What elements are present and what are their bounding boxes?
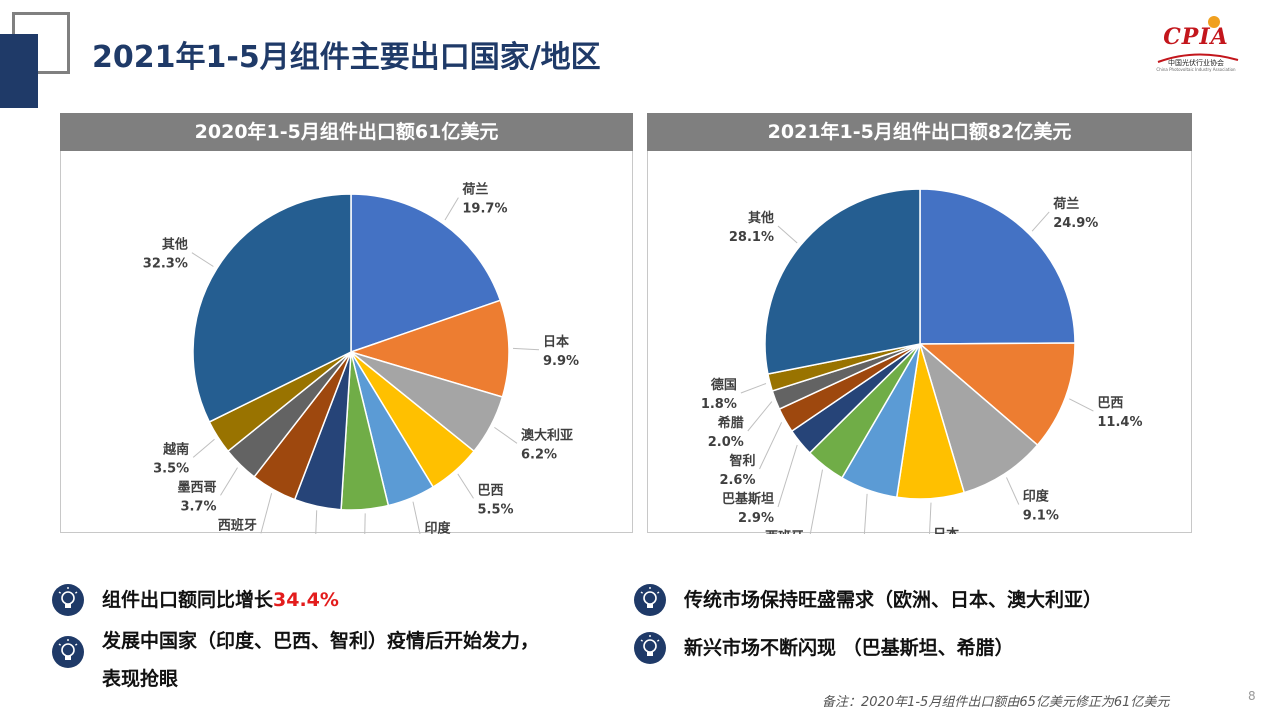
pie-slice (348, 299, 510, 398)
leader-line (1069, 398, 1094, 412)
leader-line (777, 444, 798, 508)
pie-slice (918, 341, 1039, 494)
lightbulb-icon (52, 584, 84, 616)
lightbulb-icon (634, 584, 666, 616)
leader-line (315, 510, 318, 534)
sun-icon (1157, 16, 1239, 63)
slice-value-label: 24.9% (1053, 216, 1098, 231)
slice-value-label: 3.5% (153, 461, 189, 476)
chart-panel-2021: 2021年1-5月组件出口额82亿美元 荷兰 24.9% 巴西 11.4% 印度 9.1%… (647, 113, 1192, 534)
slice-value-label: 9.1% (1023, 509, 1059, 524)
slice-name-label: 巴基斯坦 (722, 491, 774, 507)
page-number: 8 (1248, 689, 1256, 703)
leader-line (192, 438, 215, 458)
slice-name-label: 印度 (1023, 489, 1050, 505)
slice-name-label: 德国 (711, 377, 737, 393)
slice-name-label: 西班牙 (765, 529, 804, 534)
bullet-text: 新兴市场不断闪现 （巴基斯坦、希腊） (684, 637, 1014, 659)
slice-value-label: 19.7% (462, 202, 507, 217)
slice-value-label: 6.2% (521, 447, 557, 462)
chart-title-2020: 2020年1-5月组件出口额61亿美元 (60, 113, 633, 151)
slice-value-label: 1.8% (701, 397, 737, 412)
leader-line (191, 252, 214, 267)
bullet-3: 传统市场保持旺盛需求（欧洲、日本、澳大利亚） (634, 584, 1102, 616)
leader-line (863, 493, 868, 534)
slice-value-label: 9.9% (543, 354, 579, 369)
slice-value-label: 2.6% (719, 473, 755, 488)
slice-name-label: 智利 (729, 453, 755, 469)
leader-line (412, 501, 421, 534)
slice-name-label: 其他 (748, 210, 774, 226)
leader-line (494, 426, 518, 444)
slice-value-label: 3.7% (180, 499, 216, 514)
slice-name-label: 日本 (933, 527, 959, 534)
leader-line (809, 469, 823, 534)
growth-highlight: 34.4% (273, 589, 339, 611)
slice-name-label: 荷兰 (1052, 196, 1079, 212)
pie-slice (919, 188, 1076, 345)
slice-name-label: 越南 (162, 441, 189, 457)
slice-name-label: 希腊 (718, 415, 744, 431)
bullet-text: 发展中国家（印度、巴西、智利）疫情后开始发力， 表现抢眼 (102, 630, 540, 690)
lightbulb-icon (634, 632, 666, 664)
slice-name-label: 印度 (425, 520, 452, 534)
corner-decoration-fill (0, 34, 38, 108)
leader-line (512, 347, 540, 351)
leader-line (457, 473, 474, 499)
logo-subtitle-en: China Photovoltaic Industry Association (1156, 67, 1236, 72)
slice-name-label: 巴西 (478, 483, 504, 498)
bullet-text: 传统市场保持旺盛需求（欧洲、日本、澳大利亚） (684, 589, 1103, 611)
slice-name-label: 荷兰 (461, 182, 488, 198)
slice-name-label: 日本 (543, 334, 569, 350)
footnote: 备注：2020年1-5月组件出口额由65亿美元修正为61亿美元 (822, 695, 1170, 710)
bullet-2: 发展中国家（印度、巴西、智利）疫情后开始发力， 表现抢眼 (52, 622, 539, 698)
leader-line (444, 197, 459, 221)
slice-name-label: 其他 (162, 237, 188, 253)
slice-name-label: 西班牙 (218, 517, 257, 533)
leader-line (1031, 211, 1050, 232)
slice-value-label: 2.0% (708, 435, 744, 450)
leader-line (740, 383, 767, 394)
leader-line (220, 467, 238, 496)
slice-name-label: 巴西 (1097, 396, 1123, 411)
slice-value-label: 5.5% (478, 502, 514, 517)
slice-value-label: 28.1% (729, 230, 774, 245)
slice-value-label: 32.3% (143, 257, 188, 272)
slice-name-label: 墨西哥 (177, 479, 216, 495)
leader-line (747, 401, 773, 432)
logo-text: CPIA (1163, 24, 1229, 50)
chart-panel-2020: 2020年1-5月组件出口额61亿美元 荷兰 19.7% 日本 9.9% 澳大利亚 6.2… (60, 113, 633, 534)
pie-chart-2020: 荷兰19.7%日本9.9%澳大利亚6.2%巴西5.5%印度4.9%德国4.8%其… (143, 182, 579, 534)
slice-value-label: 11.4% (1097, 415, 1142, 430)
leader-line (759, 422, 783, 470)
pie-slice (917, 342, 1076, 447)
logo-subtitle: 中国光伏行业协会 (1168, 59, 1224, 67)
lightbulb-icon (52, 636, 84, 668)
bullet-4: 新兴市场不断闪现 （巴基斯坦、希腊） (634, 632, 1014, 664)
chart-title-2021: 2021年1-5月组件出口额82亿美元 (647, 113, 1192, 151)
bullet-1: 组件出口额同比增长34.4% (52, 584, 339, 616)
leader-line (1006, 477, 1020, 505)
leader-line (364, 513, 366, 534)
pie-slice (192, 193, 352, 423)
leader-line (929, 502, 932, 534)
leader-line (260, 493, 273, 534)
page-title: 2021年1-5月组件主要出口国家/地区 (92, 40, 601, 75)
pie-chart-2021: 荷兰24.9%巴西11.4%印度9.1%日本7.0%其他28.1%德国1.8%希… (701, 188, 1143, 534)
pie-slice (764, 188, 921, 375)
slice-name-label: 澳大利亚 (521, 427, 573, 443)
slice-value-label: 2.9% (738, 511, 774, 526)
leader-line (777, 225, 798, 244)
bullet-text: 组件出口额同比增长34.4% (102, 589, 339, 611)
cpia-logo: CPIA 中国光伏行业协会 China Photovoltaic Industr… (1150, 10, 1242, 74)
